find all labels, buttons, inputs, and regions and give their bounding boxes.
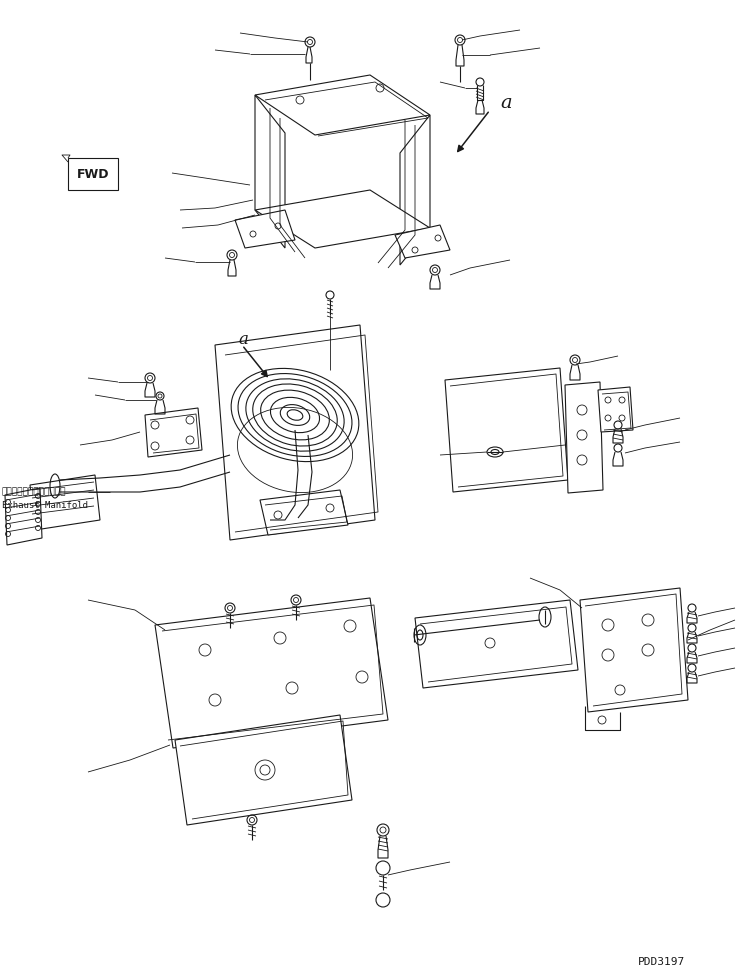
Polygon shape xyxy=(30,475,100,530)
Polygon shape xyxy=(155,598,388,748)
Polygon shape xyxy=(5,488,42,545)
Polygon shape xyxy=(565,382,603,493)
Polygon shape xyxy=(145,408,202,457)
Text: FWD: FWD xyxy=(77,168,109,182)
Polygon shape xyxy=(445,368,568,492)
Polygon shape xyxy=(255,95,285,248)
Polygon shape xyxy=(260,490,348,535)
Polygon shape xyxy=(580,588,688,712)
Polygon shape xyxy=(68,158,118,190)
Polygon shape xyxy=(175,715,352,825)
Polygon shape xyxy=(255,75,430,135)
Polygon shape xyxy=(395,225,450,258)
Polygon shape xyxy=(598,387,633,432)
Polygon shape xyxy=(215,325,375,540)
Polygon shape xyxy=(415,600,578,688)
Text: PDD3197: PDD3197 xyxy=(638,957,685,967)
Text: a: a xyxy=(238,331,248,349)
Polygon shape xyxy=(255,190,430,248)
Text: Exhaust Manifold: Exhaust Manifold xyxy=(2,501,88,509)
Text: エキゾーストマニホールド: エキゾーストマニホールド xyxy=(2,488,66,497)
Polygon shape xyxy=(235,210,295,248)
Text: a: a xyxy=(500,94,512,112)
Polygon shape xyxy=(400,115,430,265)
